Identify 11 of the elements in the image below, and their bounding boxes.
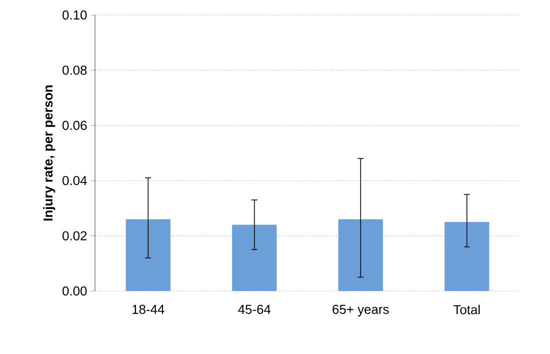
y-axis-title: Injury rate, per person xyxy=(43,85,56,221)
y-tick-label: 0.06 xyxy=(62,120,87,130)
y-tick-label: 0.04 xyxy=(62,176,87,186)
x-tick-label: 45-64 xyxy=(238,304,271,314)
y-tick-label: 0.00 xyxy=(62,286,87,296)
x-tick-label: Total xyxy=(454,304,480,314)
y-tick-label: 0.02 xyxy=(62,231,87,240)
y-tick-label: 0.08 xyxy=(62,66,87,75)
y-tick-label: 0.10 xyxy=(62,10,87,20)
x-tick-label: 65+ years xyxy=(332,304,389,317)
x-tick-label: 18-44 xyxy=(132,304,164,314)
